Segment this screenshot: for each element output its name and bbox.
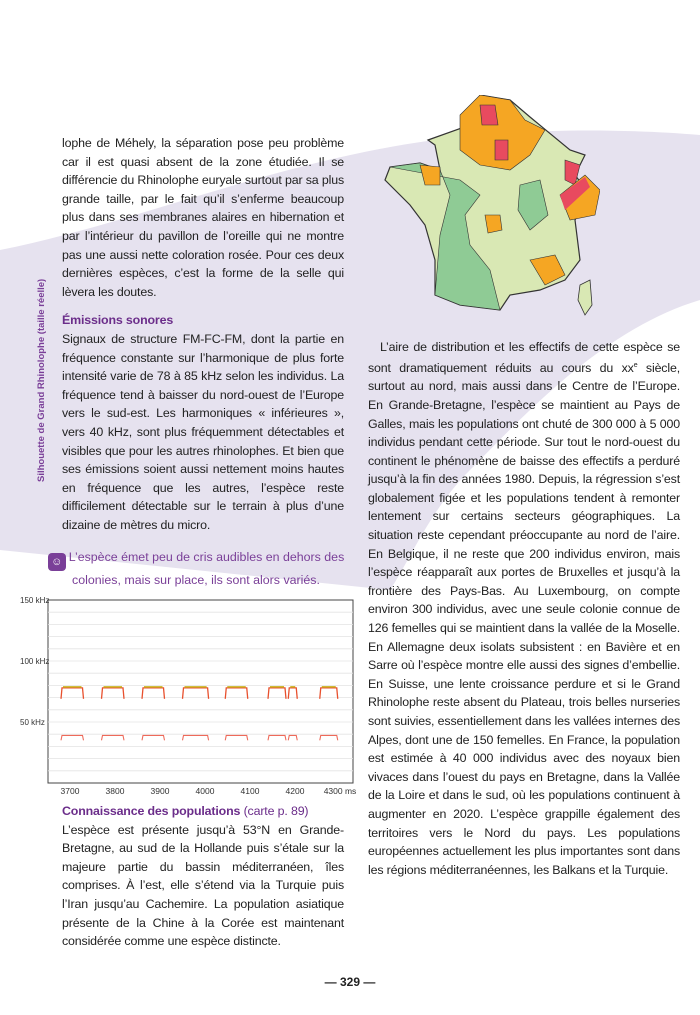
plot-area xyxy=(47,599,354,784)
y-tick-label: 150 kHz xyxy=(20,596,49,605)
call-harmonic xyxy=(319,734,339,741)
note-text: L’espèce émet peu de cris audibles en de… xyxy=(68,550,345,587)
x-tick-label: 4200 xyxy=(286,786,305,796)
x-tick-label: 4000 xyxy=(196,786,215,796)
x-tick-label: 3700 xyxy=(61,786,80,796)
audible-note: ☺ L’espèce émet peu de cris audibles en d… xyxy=(46,548,346,590)
paragraph-populations: L’espèce est présente jusqu’à 53°N en Gr… xyxy=(62,822,344,949)
sound-head-icon: ☺ xyxy=(47,553,66,571)
century-superscript: e xyxy=(633,361,638,369)
sidebar-caption: Silhouette de Grand Rhinolophe (taille r… xyxy=(36,278,47,482)
call-fundamental xyxy=(224,687,249,699)
heading-emissions: Émissions sonores xyxy=(62,313,174,328)
right-column: L’aire de distribution et les effectifs … xyxy=(368,338,680,879)
call-fundamental xyxy=(319,687,339,699)
map-reference-link[interactable]: (carte p. 89) xyxy=(243,804,309,818)
call-fundamental xyxy=(141,687,166,699)
call-harmonic xyxy=(267,734,287,741)
call-harmonic xyxy=(287,734,298,741)
call-fundamental xyxy=(267,687,287,699)
paragraph-emissions: Signaux de structure FM-FC-FM, dont la p… xyxy=(62,331,344,532)
left-column: lophe de Méhely, la séparation pose peu … xyxy=(62,134,344,534)
page-number: — 329 — xyxy=(324,975,376,989)
x-tick-label: 3900 xyxy=(151,786,170,796)
distribution-map-france xyxy=(380,94,601,325)
call-harmonic xyxy=(224,734,249,741)
call-fundamental xyxy=(181,687,210,699)
y-tick-label: 50 kHz xyxy=(20,718,45,727)
paragraph-intro: lophe de Méhely, la séparation pose peu … xyxy=(62,136,344,299)
call-fundamental xyxy=(60,687,85,699)
heading-populations: Connaissance des populations xyxy=(62,804,241,818)
paragraph-distribution-b: siècle, surtout au nord, mais aussi dans… xyxy=(368,360,680,877)
call-harmonic xyxy=(141,734,166,741)
populations-section: Connaissance des populations (carte p. 8… xyxy=(62,802,344,951)
paragraph-distribution-a: L’aire de distribution et les effectifs … xyxy=(368,340,680,375)
call-harmonic xyxy=(181,734,210,741)
call-harmonic xyxy=(60,734,85,741)
call-harmonic xyxy=(100,734,125,741)
spectrogram: 150 kHz 100 kHz 50 kHz 3700 3800 3900 4000 4100… xyxy=(20,596,357,796)
call-fundamental xyxy=(287,687,298,699)
x-tick-label: 3800 xyxy=(106,786,125,796)
x-tick-label: 4300 ms xyxy=(324,786,357,796)
call-fundamental xyxy=(100,687,125,699)
x-tick-label: 4100 xyxy=(241,786,260,796)
y-tick-label: 100 kHz xyxy=(20,657,49,666)
